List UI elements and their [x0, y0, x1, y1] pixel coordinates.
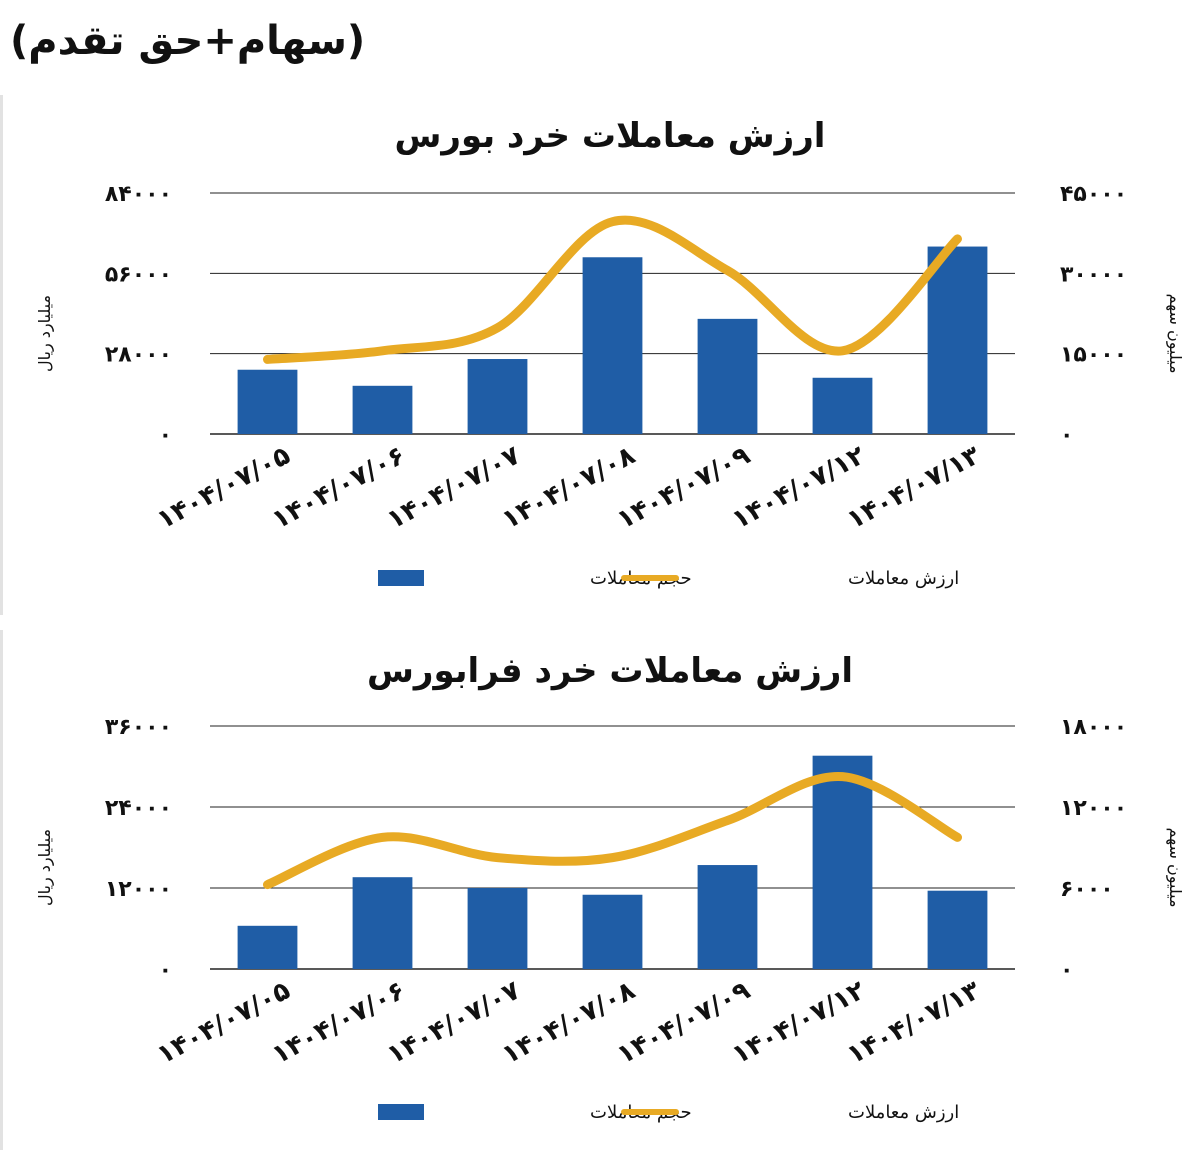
- bar: [237, 369, 298, 434]
- x-tick-label: ۱۴۰۴/۰۷/۱۳: [842, 440, 985, 535]
- bar: [582, 894, 643, 969]
- y-tick-left: ۳۶۰۰۰: [105, 715, 172, 740]
- y-tick-left: ۸۴۰۰۰: [105, 182, 172, 207]
- bar: [697, 865, 758, 969]
- y-axis-label-right: میلیون سهم: [1165, 293, 1185, 373]
- legend-label-line: ارزش معاملات: [848, 568, 959, 589]
- y-tick-right: ۱۸۰۰۰: [1060, 715, 1127, 740]
- bar: [927, 246, 988, 434]
- y-axis-label-left: میلیارد ریال: [35, 829, 55, 906]
- y-tick-left: ۱۲۰۰۰: [105, 877, 172, 902]
- y-tick-right: ۴۵۰۰۰: [1060, 182, 1127, 207]
- y-axis-label-right: میلیون سهم: [1165, 827, 1185, 907]
- bar: [467, 359, 528, 434]
- page-title: (سهام+حق تقدم): [10, 18, 366, 64]
- y-tick-left: ۰: [159, 423, 172, 448]
- y-tick-left: ۲۴۰۰۰: [105, 796, 172, 821]
- bar: [582, 257, 643, 434]
- line-point: [842, 350, 843, 352]
- line-point: [727, 820, 728, 821]
- y-tick-right: ۱۵۰۰۰: [1060, 343, 1127, 368]
- bar: [812, 755, 873, 969]
- line-point: [497, 857, 498, 859]
- panel-divider: [0, 95, 3, 615]
- line-point: [727, 269, 728, 271]
- chart-title: ارزش معاملات خرد بورس: [395, 116, 826, 156]
- line-series: [263, 215, 962, 364]
- line-point: [612, 857, 613, 859]
- line-point: [842, 776, 843, 778]
- x-tick-label: ۱۴۰۴/۰۷/۱۳: [842, 975, 985, 1070]
- bar: [352, 385, 413, 434]
- legend-swatch-bar: [378, 1104, 424, 1120]
- bar: [812, 377, 873, 434]
- y-tick-left: ۲۸۰۰۰: [105, 343, 172, 368]
- bar: [697, 318, 758, 434]
- y-tick-right: ۳۰۰۰۰: [1060, 262, 1127, 287]
- line-point: [612, 221, 613, 223]
- bar: [927, 890, 988, 969]
- bar: [237, 925, 298, 969]
- line-point: [382, 350, 383, 352]
- chart-farabourse: ارزش معاملات خرد فرابورس ۰ ۰ ۱۲۰۰۰ ۶۰۰۰ ۲۴۰۰۰…: [35, 651, 1185, 1123]
- chart-bourse: ارزش معاملات خرد بورس ۰ ۰ ۲۸۰۰۰ ۱۵۰۰۰ ۵۶۰۰۰ ۳۰…: [35, 116, 1185, 589]
- y-tick-right: ۱۲۰۰۰: [1060, 796, 1127, 821]
- y-axis-label-left: میلیارد ریال: [35, 295, 55, 372]
- line-point: [267, 358, 268, 360]
- line-point: [267, 884, 268, 886]
- y-tick-right: ۰: [1060, 958, 1073, 983]
- chart-title: ارزش معاملات خرد فرابورس: [367, 651, 853, 691]
- legend-label-line: ارزش معاملات: [848, 1102, 959, 1123]
- legend-swatch-bar: [378, 570, 424, 586]
- y-tick-left: ۵۶۰۰۰: [105, 262, 172, 287]
- y-tick-right: ۰: [1060, 423, 1073, 448]
- y-tick-right: ۶۰۰۰: [1060, 877, 1114, 902]
- bar: [352, 877, 413, 969]
- line-point: [957, 238, 958, 240]
- line-point: [382, 836, 383, 838]
- line-point: [497, 327, 498, 329]
- y-tick-left: ۰: [159, 958, 172, 983]
- bar: [467, 888, 528, 969]
- line-point: [957, 836, 958, 838]
- panel-divider: [0, 630, 3, 1150]
